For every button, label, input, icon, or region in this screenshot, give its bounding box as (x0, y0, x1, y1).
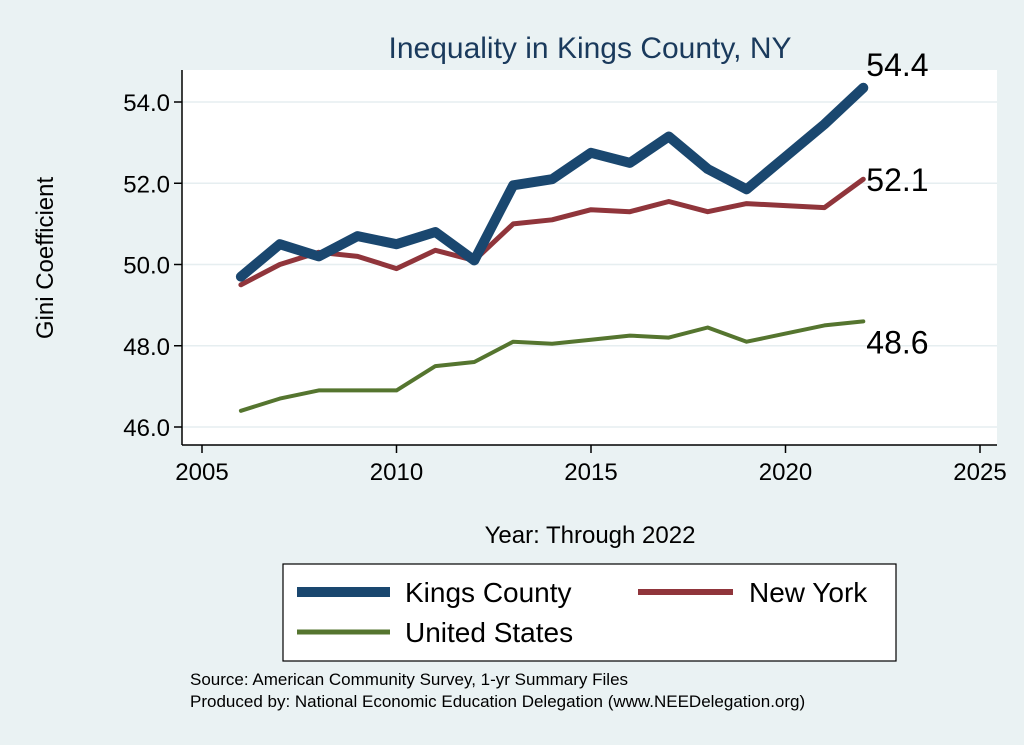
producer-note: Produced by: National Economic Education… (190, 692, 805, 711)
y-tick-label-52: 52.0 (123, 171, 170, 198)
legend-box (282, 563, 897, 662)
series-line-kings-county (235, 82, 869, 282)
x-tick-label-2025: 2025 (953, 459, 1006, 486)
x-axis-ticks: 2005 2010 2015 2020 2025 (175, 445, 1007, 486)
legend-label-united-states: United States (405, 617, 573, 648)
legend-label-new-york: New York (749, 577, 868, 608)
x-tick-label-2010: 2010 (370, 459, 423, 486)
x-axis-label: Year: Through 2022 (485, 522, 696, 549)
y-tick-label-50: 50.0 (123, 253, 170, 280)
y-tick-label-46: 46.0 (123, 415, 170, 442)
y-tick-label-48: 48.0 (123, 334, 170, 361)
legend-label-kings-county: Kings County (405, 577, 572, 608)
series-line-new-york (238, 176, 866, 288)
gridlines (182, 101, 997, 428)
x-tick-label-2020: 2020 (759, 459, 812, 486)
chart-title: Inequality in Kings County, NY (389, 32, 792, 65)
x-tick-label-2005: 2005 (175, 459, 228, 486)
end-labels: 54.4 52.1 48.6 (866, 47, 928, 361)
y-axis-ticks: 46.0 48.0 50.0 52.0 54.0 (123, 90, 182, 442)
x-tick-label-2015: 2015 (564, 459, 617, 486)
end-label-united-states: 48.6 (866, 324, 928, 360)
series-layer (235, 82, 869, 413)
end-label-new-york: 52.1 (866, 162, 928, 198)
end-label-kings-county: 54.4 (866, 47, 928, 83)
y-tick-label-54: 54.0 (123, 90, 170, 117)
y-axis-label: Gini Coefficient (32, 177, 59, 340)
series-line-united-states (238, 319, 866, 413)
source-note: Source: American Community Survey, 1-yr … (190, 670, 628, 689)
